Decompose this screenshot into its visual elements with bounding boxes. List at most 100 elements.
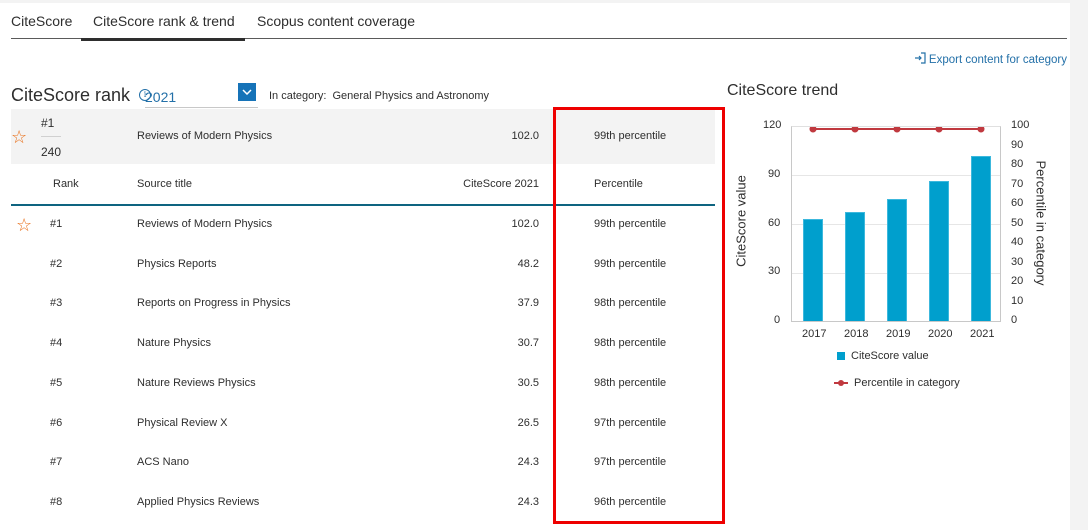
row-citescore: 24.3 [517,496,539,508]
export-icon [914,52,926,67]
chevron-down-icon[interactable] [238,83,256,101]
x-tick: 2017 [802,328,827,340]
table-row: #2 Physics Reports 48.2 99th percentile [11,244,715,284]
legend-label: Percentile in category [854,377,960,389]
legend-line-marker-icon [834,380,848,386]
table-row: #7 ACS Nano 24.3 97th percentile [11,442,715,482]
star-icon[interactable]: ☆ [11,127,28,147]
row-rank: #4 [50,337,63,349]
bar-2018[interactable] [845,212,865,321]
row-rank: #7 [50,456,63,468]
bar-2021[interactable] [971,156,991,321]
highlighted-rank: #1 [41,116,55,130]
info-icon[interactable]: i [139,89,152,101]
y-tick-right: 70 [1011,178,1024,190]
column-header-percentile[interactable]: Percentile [594,178,643,190]
table-row: #3 Reports on Progress in Physics 37.9 9… [11,283,715,323]
column-header-rank[interactable]: Rank [53,178,79,190]
table-row: #4 Nature Physics 30.7 98th percentile [11,323,715,363]
row-citescore: 24.3 [517,456,539,468]
y-tick-right: 90 [1011,139,1024,151]
legend-citescore-value[interactable]: CiteScore value [837,350,929,362]
y-tick-left: 0 [774,314,781,326]
y-tick-right: 30 [1011,256,1024,268]
export-content-link[interactable]: Export content for category [914,52,1067,67]
bar-2017[interactable] [803,219,823,321]
row-citescore: 37.9 [517,297,539,309]
citescore-rank-header: CiteScore rank i [11,81,152,109]
row-percentile: 98th percentile [594,297,667,309]
citescore-trend-chart: 120 90 60 30 0 CiteScore value 1 [730,111,1060,401]
bar-2020[interactable] [929,181,949,321]
x-tick: 2018 [844,328,869,340]
y-tick-right: 50 [1011,217,1024,229]
row-source-title[interactable]: ACS Nano [137,456,189,468]
row-source-title[interactable]: Physical Review X [137,417,228,429]
y-tick-right: 100 [1011,119,1030,131]
row-citescore: 102.0 [511,218,539,230]
table-row: #5 Nature Reviews Physics 30.5 98th perc… [11,363,715,403]
row-percentile: 97th percentile [594,417,667,429]
row-rank: #6 [50,417,63,429]
category-info: In category: General Physics and Astronom… [269,90,489,102]
table-row: #6 Physical Review X 26.5 97th percentil… [11,403,715,443]
y-tick-left: 90 [768,168,781,180]
year-select[interactable]: 2021 [145,83,258,108]
legend-bar-swatch-icon [837,352,845,360]
y-tick-left: 120 [763,119,782,131]
highlighted-citescore: 102.0 [511,130,539,142]
row-percentile: 99th percentile [594,258,667,270]
row-citescore: 30.7 [517,337,539,349]
y-tick-right: 80 [1011,158,1024,170]
row-rank: #8 [50,496,63,508]
table-header: Rank Source title CiteScore 2021 Percent… [11,164,715,206]
column-header-citescore[interactable]: CiteScore 2021 [463,178,539,190]
category-label: In category: [269,90,327,102]
star-icon[interactable]: ☆ [16,215,33,235]
citescore-rank-title: CiteScore rank [11,84,131,105]
row-citescore: 26.5 [517,417,539,429]
x-tick: 2020 [928,328,953,340]
row-rank: #1 [50,218,63,230]
x-tick: 2021 [970,328,995,340]
row-source-title[interactable]: Physics Reports [137,258,217,270]
citescore-trend-title: CiteScore trend [727,82,839,99]
row-source-title[interactable]: Nature Physics [137,337,211,349]
year-select-value: 2021 [145,89,177,105]
row-rank: #5 [50,377,63,389]
row-percentile: 96th percentile [594,496,667,508]
row-source-title[interactable]: Applied Physics Reviews [137,496,260,508]
row-source-title[interactable]: Reviews of Modern Physics [137,218,273,230]
y-axis-label-right: Percentile in category [1033,160,1049,286]
tab-scopus-content-coverage[interactable]: Scopus content coverage [257,13,415,29]
table-row: ☆ #1 Reviews of Modern Physics 102.0 99t… [11,204,715,244]
table-row: #8 Applied Physics Reviews 24.3 96th per… [11,482,715,522]
tab-citescore-rank-trend[interactable]: CiteScore rank & trend [81,3,245,41]
row-source-title[interactable]: Nature Reviews Physics [137,377,256,389]
category-value: General Physics and Astronomy [332,90,490,102]
bar-2019[interactable] [887,199,907,321]
tab-bar: CiteScore CiteScore rank & trend Scopus … [11,3,1067,41]
legend-percentile[interactable]: Percentile in category [834,377,960,389]
row-percentile: 98th percentile [594,337,667,349]
export-label: Export content for category [928,53,1067,66]
y-tick-left: 60 [768,217,781,229]
column-header-source-title[interactable]: Source title [137,178,193,190]
row-percentile: 99th percentile [594,218,667,230]
y-tick-right: 20 [1011,275,1024,287]
y-axis-label-left: CiteScore value [733,175,749,267]
tab-citescore[interactable]: CiteScore [11,13,73,29]
highlighted-source-row: ☆ #1 240 Reviews of Modern Physics 102.0… [11,109,715,164]
y-tick-left: 30 [768,265,781,277]
row-citescore: 48.2 [517,258,539,270]
row-percentile: 98th percentile [594,377,667,389]
highlighted-total: 240 [41,145,62,159]
gridline [792,175,1000,176]
row-citescore: 30.5 [517,377,539,389]
legend-label: CiteScore value [851,350,929,362]
percentile-line [809,127,985,133]
row-source-title[interactable]: Reports on Progress in Physics [137,297,291,309]
y-tick-right: 60 [1011,197,1024,209]
row-percentile: 97th percentile [594,456,667,468]
row-rank: #2 [50,258,63,270]
